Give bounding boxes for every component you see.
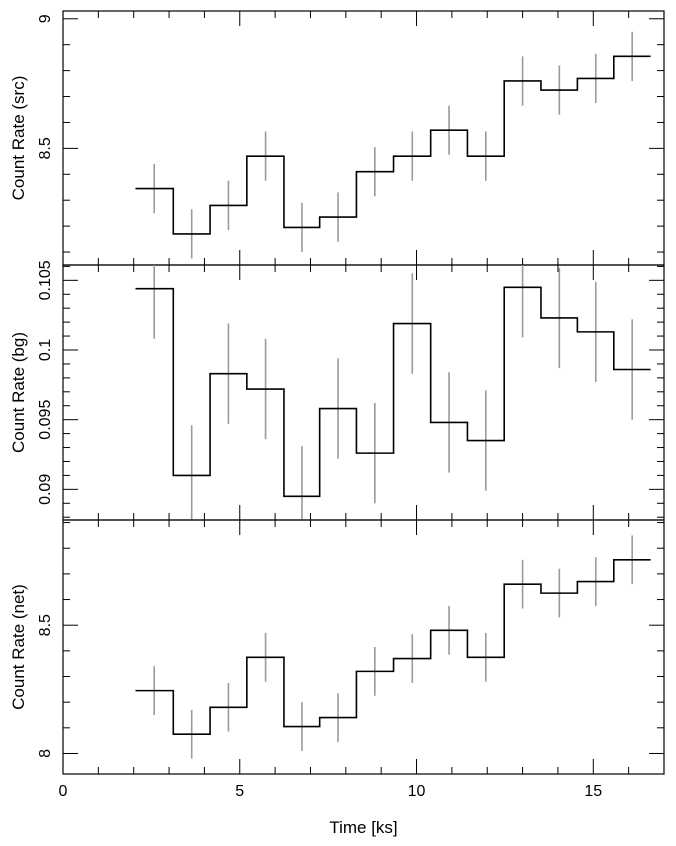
x-tick-label: 15 bbox=[584, 783, 602, 800]
x-tick-label: 0 bbox=[59, 783, 68, 800]
y-tick-label: 9 bbox=[37, 14, 54, 23]
y-tick-label: 0.105 bbox=[37, 260, 54, 300]
y-tick-label: 0.09 bbox=[37, 474, 54, 505]
panels-layer: 8.5 9 Count Rate (src) 0.09 0.095 0.1 0.105 Cou… bbox=[9, 10, 665, 800]
x-tick-label: 10 bbox=[408, 783, 426, 800]
panel-frame bbox=[62, 264, 665, 521]
y-axis-title: Count Rate (src) bbox=[9, 76, 28, 201]
panel-3: 8 8.5 Count Rate (net) bbox=[9, 519, 665, 775]
y-axis-title: Count Rate (net) bbox=[9, 584, 28, 710]
panel-2: 0.09 0.095 0.1 0.105 Count Rate (bg) bbox=[9, 260, 665, 521]
y-tick-label: 8 bbox=[37, 749, 54, 758]
y-tick-label: 0.1 bbox=[37, 339, 54, 361]
x-axis-title: Time [ks] bbox=[329, 818, 397, 837]
x-tick-label: 5 bbox=[235, 783, 244, 800]
panel-frame bbox=[62, 519, 665, 775]
step-series bbox=[135, 286, 651, 498]
step-series bbox=[135, 558, 651, 736]
y-tick-label: 8.5 bbox=[37, 614, 54, 636]
x-tick-labels: 0 5 10 15 bbox=[59, 783, 603, 800]
y-axis-title: Count Rate (bg) bbox=[9, 332, 28, 453]
step-series bbox=[135, 55, 651, 235]
y-tick-label: 8.5 bbox=[37, 137, 54, 159]
panel-frame bbox=[62, 10, 665, 266]
panel-1: 8.5 9 Count Rate (src) bbox=[9, 10, 665, 266]
y-tick-label: 0.095 bbox=[37, 400, 54, 440]
